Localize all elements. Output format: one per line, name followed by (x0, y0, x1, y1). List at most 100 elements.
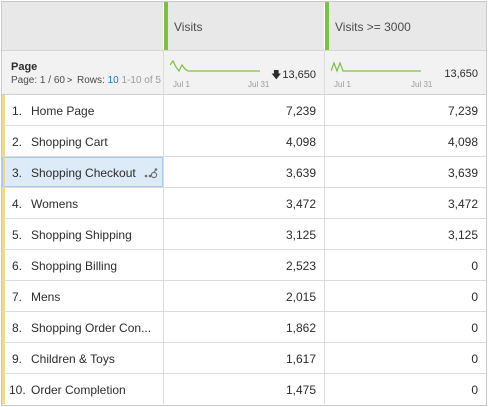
sparkline-end-date: Jul 31 (411, 80, 433, 89)
metric-cell[interactable]: 2,523 (163, 250, 324, 280)
sparkline-start-date: Jul 1 (173, 80, 190, 89)
metric-value: 3,125 (285, 228, 316, 242)
metric-cell[interactable]: 7,239 (324, 95, 486, 125)
table-row[interactable]: 10. Order Completion 1,475 0 (2, 374, 486, 405)
metric-value: 3,472 (285, 197, 316, 211)
metric-cell[interactable]: 0 (324, 281, 486, 311)
row-item-name: Shopping Shipping (31, 228, 132, 242)
row-item-name: Shopping Checkout (31, 166, 136, 180)
table-header: Visits Visits >= 3000 (2, 2, 486, 50)
metric-value: 4,098 (447, 135, 478, 149)
row-item-name: Mens (31, 290, 61, 304)
metric-cell[interactable]: 3,639 (163, 157, 324, 187)
dimension-header: Page Page: 1 / 60 > Rows: 10 1-10 of 5 (2, 51, 163, 95)
metric-cell[interactable]: 0 (324, 250, 486, 280)
metric-header-visits-3000[interactable]: Visits >= 3000 (324, 2, 486, 50)
page-label: Page: (11, 75, 38, 86)
sparkline-chart (331, 61, 421, 73)
breakdown-icon[interactable] (144, 167, 158, 179)
metric-value: 0 (471, 290, 478, 304)
metric-cell[interactable]: 4,098 (163, 126, 324, 156)
metric-header-visits[interactable]: Visits (163, 2, 324, 50)
table-row[interactable]: 4. Womens 3,472 3,472 (2, 188, 486, 219)
table-row[interactable]: 9. Children & Toys 1,617 0 (2, 343, 486, 374)
metric-value: 3,472 (447, 197, 478, 211)
sparkline-start-date: Jul 1 (334, 80, 351, 89)
metric-cell[interactable]: 3,472 (324, 188, 486, 218)
metric-value: 3,125 (447, 228, 478, 242)
dimension-cell[interactable]: 10. Order Completion (2, 374, 163, 404)
row-number: 10. (9, 383, 26, 397)
dimension-title[interactable]: Page (11, 61, 38, 73)
dimension-cell[interactable]: 3. Shopping Checkout (2, 157, 163, 187)
metric-cell[interactable]: 3,125 (324, 219, 486, 249)
metric-cell[interactable]: 7,239 (163, 95, 324, 125)
dimension-cell[interactable]: 6. Shopping Billing (2, 250, 163, 280)
metric-summary-visits: Jul 1 Jul 31 🡇13,650 (163, 51, 324, 95)
dimension-cell[interactable]: 7. Mens (2, 281, 163, 311)
table-row[interactable]: 5. Shopping Shipping 3,125 3,125 (2, 219, 486, 250)
metric-value: 0 (471, 259, 478, 273)
row-item-name: Shopping Billing (31, 259, 118, 273)
row-item-name: Shopping Order Con... (31, 321, 152, 335)
metric-summary-visits-3000: Jul 1 Jul 31 13,650 (324, 51, 486, 95)
row-item-name: Home Page (31, 104, 95, 118)
metric-cell[interactable]: 3,639 (324, 157, 486, 187)
metric-value: 7,239 (447, 104, 478, 118)
metric-value: 3,639 (285, 166, 316, 180)
metric-total: 🡇13,650 (271, 69, 316, 81)
row-number: 8. (12, 321, 23, 335)
metric-value: 0 (471, 383, 478, 397)
dimension-cell[interactable]: 5. Shopping Shipping (2, 219, 163, 249)
table-row[interactable]: 1. Home Page 7,239 7,239 (2, 95, 486, 126)
row-number: 4. (12, 197, 23, 211)
dimension-cell[interactable]: 4. Womens (2, 188, 163, 218)
row-range: 1-10 of 5 (121, 75, 161, 86)
metric-cell[interactable]: 1,617 (163, 343, 324, 373)
table-row[interactable]: 8. Shopping Order Con... 1,862 0 (2, 312, 486, 343)
metric-cell[interactable]: 1,475 (163, 374, 324, 404)
next-page-icon[interactable]: > (66, 75, 73, 85)
dimension-cell[interactable]: 2. Shopping Cart (2, 126, 163, 156)
row-number: 9. (12, 352, 23, 366)
pagination: Page: 1 / 60 > Rows: 10 1-10 of 5 (11, 75, 161, 86)
metric-name: Visits (174, 20, 203, 34)
row-number: 1. (12, 104, 23, 118)
table-row[interactable]: 7. Mens 2,015 0 (2, 281, 486, 312)
row-number: 2. (12, 135, 23, 149)
metric-cell[interactable]: 0 (324, 343, 486, 373)
metric-cell[interactable]: 2,015 (163, 281, 324, 311)
table-body: 1. Home Page 7,239 7,239 2. Shopping Car… (2, 95, 486, 405)
sparkline-end-date: Jul 31 (248, 80, 270, 89)
metric-cell[interactable]: 0 (324, 312, 486, 342)
metric-cell[interactable]: 3,472 (163, 188, 324, 218)
row-item-name: Order Completion (31, 383, 126, 397)
metric-cell[interactable]: 4,098 (324, 126, 486, 156)
dimension-cell[interactable]: 9. Children & Toys (2, 343, 163, 373)
page-current[interactable]: 1 / 60 (39, 75, 65, 86)
sort-descending-icon[interactable]: 🡇 (271, 70, 282, 81)
table-row[interactable]: 6. Shopping Billing 2,523 0 (2, 250, 486, 281)
metric-value: 4,098 (285, 135, 316, 149)
table-subheader: Page Page: 1 / 60 > Rows: 10 1-10 of 5 Ju… (2, 50, 486, 95)
metric-value: 3,639 (447, 166, 478, 180)
metric-value: 0 (471, 321, 478, 335)
metric-value: 0 (471, 352, 478, 366)
row-item-name: Shopping Cart (31, 135, 108, 149)
rows-per-page-select[interactable]: 10 (107, 75, 119, 86)
dimension-cell[interactable]: 1. Home Page (2, 95, 163, 125)
row-item-name: Children & Toys (31, 352, 115, 366)
table-row[interactable]: 2. Shopping Cart 4,098 4,098 (2, 126, 486, 157)
table-row[interactable]: 3. Shopping Checkout 3,639 3,639 (2, 157, 486, 188)
metric-value: 1,617 (285, 352, 316, 366)
metric-cell[interactable]: 0 (324, 374, 486, 404)
metric-value: 2,015 (285, 290, 316, 304)
metric-value: 1,475 (285, 383, 316, 397)
dimension-header-empty (2, 2, 163, 50)
row-item-name: Womens (31, 197, 79, 211)
metric-cell[interactable]: 3,125 (163, 219, 324, 249)
metric-value: 1,862 (285, 321, 316, 335)
metric-name: Visits >= 3000 (335, 20, 411, 34)
metric-cell[interactable]: 1,862 (163, 312, 324, 342)
dimension-cell[interactable]: 8. Shopping Order Con... (2, 312, 163, 342)
